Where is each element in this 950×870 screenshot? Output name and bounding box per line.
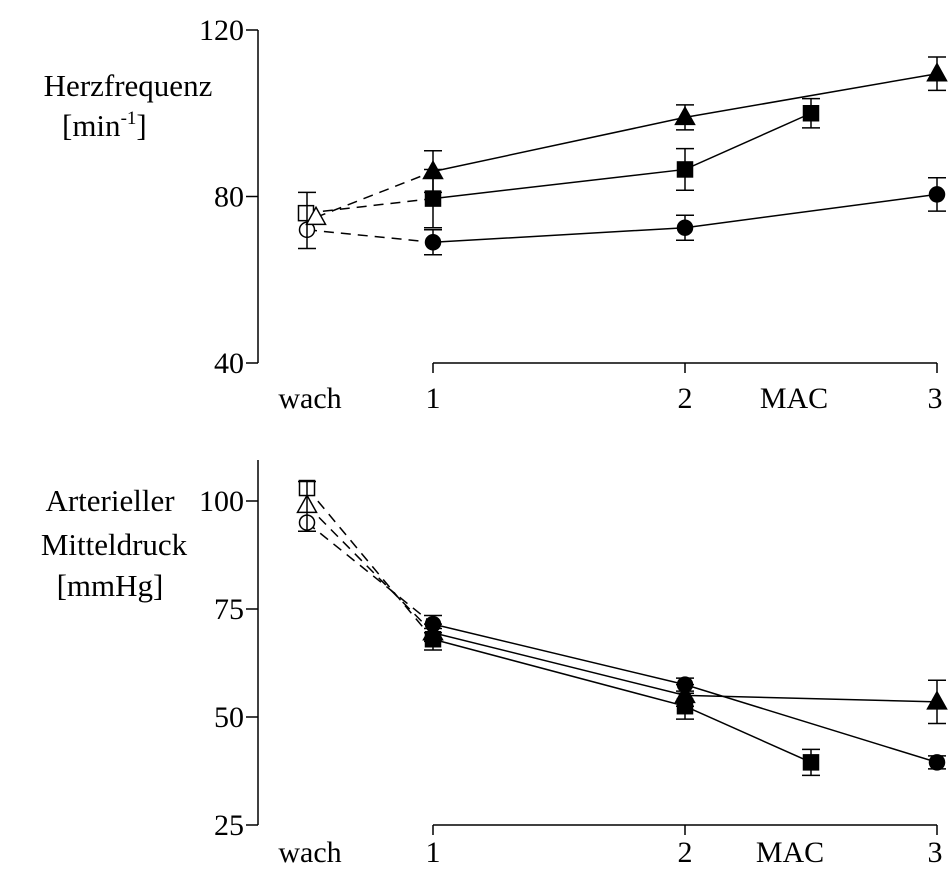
map-triangle-point-2	[926, 690, 948, 710]
heart-rate-ylabel-unit: [min	[62, 108, 121, 143]
heart-rate-plot-area	[297, 56, 948, 256]
heart-rate-ylabel-close: ]	[136, 108, 146, 143]
heart-rate-x-axis-label: MAC	[760, 382, 828, 415]
map-plot-area	[296, 479, 948, 777]
map-y-tick-label-50: 50	[214, 701, 244, 734]
heart-rate-x-tick-1: 1	[426, 382, 441, 415]
map-triangle-point-1	[674, 683, 696, 704]
map-x-tick-2: 2	[678, 836, 693, 869]
map-series-circle	[298, 514, 946, 771]
heart-rate-series-triangle	[305, 56, 948, 226]
heart-rate-triangle-awake-connector	[315, 170, 434, 219]
heart-rate-square-point-2	[802, 105, 820, 122]
map-panel: Arterieller Mitteldruck [mmHg] 25 50 75 100…	[41, 460, 948, 869]
map-circle-point-2	[928, 754, 946, 771]
map-square-awake-connector	[306, 487, 434, 640]
heart-rate-y-tick-label-120: 120	[199, 14, 244, 47]
heart-rate-triangle-awake-point	[305, 205, 327, 226]
heart-rate-series-circle	[298, 177, 946, 256]
map-x-tick-wach: wach	[278, 836, 341, 869]
map-y-tick-label-25: 25	[214, 809, 244, 842]
map-x-tick-3: 3	[928, 836, 943, 869]
map-series-square	[298, 479, 820, 777]
heart-rate-triangle-point-1	[674, 105, 696, 126]
heart-rate-ylabel-line2: [min-1]	[62, 108, 147, 143]
map-x-axis-label: MAC	[756, 836, 824, 869]
heart-rate-x-tick-2: 2	[678, 382, 693, 415]
map-ylabel-line3: [mmHg]	[57, 568, 164, 603]
heart-rate-series-square	[297, 97, 820, 229]
map-triangle-awake-connector	[306, 504, 434, 634]
heart-rate-triangle-point-0	[422, 159, 444, 180]
heart-rate-ylabel-line1: Herzfrequenz	[44, 68, 213, 103]
map-ylabel-line1: Arterieller	[45, 483, 175, 518]
heart-rate-ylabel-exponent: -1	[121, 108, 137, 129]
heart-rate-square-point-1	[676, 161, 694, 178]
heart-rate-circle-point-1	[676, 219, 694, 236]
map-circle-awake-connector	[306, 522, 434, 625]
map-y-ticks: 25 50 75 100	[199, 485, 258, 842]
map-square-point-2	[802, 754, 820, 771]
heart-rate-x-tick-wach: wach	[278, 382, 341, 415]
map-square-line	[432, 638, 812, 764]
map-triangle-point-0	[422, 621, 444, 641]
map-x-ticks	[432, 825, 938, 835]
heart-rate-x-ticks	[432, 363, 938, 373]
heart-rate-square-line	[432, 112, 812, 200]
heart-rate-y-tick-label-80: 80	[214, 181, 244, 214]
map-y-tick-label-75: 75	[214, 593, 244, 626]
heart-rate-circle-point-0	[424, 234, 442, 251]
heart-rate-square-point-0	[424, 190, 442, 207]
heart-rate-panel: Herzfrequenz [min-1] 40 80 120 wach 1 2 MA…	[44, 14, 948, 415]
heart-rate-circle-point-2	[928, 186, 946, 203]
heart-rate-y-tick-label-40: 40	[214, 347, 244, 380]
map-y-tick-label-100: 100	[199, 485, 244, 518]
heart-rate-x-tick-3: 3	[928, 382, 943, 415]
heart-rate-triangle-point-2	[926, 62, 948, 82]
map-x-tick-1: 1	[426, 836, 441, 869]
heart-rate-circle-awake-connector	[306, 229, 434, 244]
heart-rate-y-ticks: 40 80 120	[199, 14, 258, 380]
map-ylabel-line2: Mitteldruck	[41, 527, 188, 562]
heart-rate-square-awake-connector	[305, 197, 434, 214]
